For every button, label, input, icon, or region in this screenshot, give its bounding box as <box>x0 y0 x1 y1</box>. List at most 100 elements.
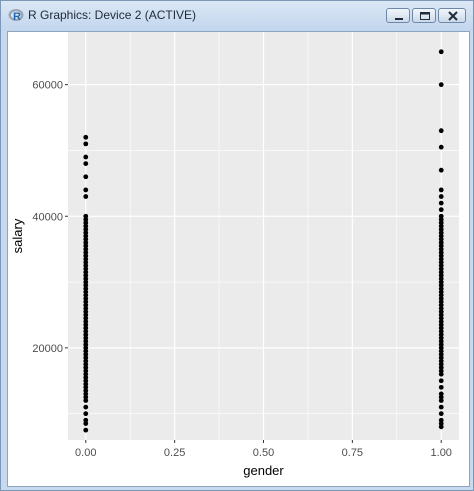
data-point <box>438 358 444 364</box>
data-point <box>83 329 89 334</box>
data-point <box>83 368 89 374</box>
maximize-button[interactable] <box>412 8 436 23</box>
data-point <box>438 253 444 259</box>
maximize-icon <box>420 12 430 20</box>
data-point <box>438 49 444 55</box>
data-point <box>438 391 444 397</box>
data-point <box>83 427 89 433</box>
minimize-button[interactable] <box>386 8 410 23</box>
data-point <box>438 240 444 245</box>
data-point <box>438 246 444 252</box>
scatter-plot: 0.00 0.25 0.50 0.75 1.00 20000 40000 60000 gend… <box>10 32 459 478</box>
y-tick-label: 40000 <box>32 211 63 223</box>
data-point <box>438 417 444 423</box>
data-point <box>83 398 89 403</box>
data-point <box>83 223 89 229</box>
data-point <box>83 253 89 259</box>
data-point <box>83 345 89 351</box>
data-point <box>83 352 89 357</box>
data-point <box>83 174 89 180</box>
x-tick-label: 1.00 <box>431 447 452 459</box>
data-point <box>438 384 444 390</box>
data-point <box>83 187 89 193</box>
data-point <box>83 365 89 371</box>
data-point <box>438 424 444 430</box>
plot-area: 0.00 0.25 0.50 0.75 1.00 20000 40000 60000 gend… <box>7 31 470 487</box>
data-point <box>83 338 89 344</box>
y-tick-label: 20000 <box>32 343 63 355</box>
svg-text:R: R <box>13 11 21 23</box>
data-point <box>438 421 444 426</box>
data-point <box>438 289 444 295</box>
data-point <box>83 273 89 278</box>
r-logo-icon: R <box>8 9 24 23</box>
data-point <box>438 273 444 278</box>
data-point <box>438 276 444 282</box>
data-point <box>438 296 444 301</box>
y-tick-label: 60000 <box>32 80 63 92</box>
data-point <box>83 296 89 301</box>
data-point <box>83 227 89 232</box>
data-point <box>438 319 444 324</box>
data-point <box>83 388 89 394</box>
data-point <box>438 128 444 134</box>
data-point <box>83 335 89 341</box>
data-point <box>83 358 89 364</box>
data-point <box>83 263 89 269</box>
data-point <box>83 322 89 328</box>
data-point <box>438 266 444 272</box>
data-point <box>438 269 444 275</box>
data-point <box>83 217 89 222</box>
data-point <box>438 309 444 315</box>
data-point <box>438 279 444 285</box>
data-point <box>83 355 89 361</box>
data-point <box>83 230 89 236</box>
x-tick-label: 0.00 <box>75 447 96 459</box>
data-point <box>83 309 89 315</box>
data-point <box>438 368 444 374</box>
data-point <box>438 352 444 357</box>
data-point <box>438 243 444 249</box>
data-point <box>438 378 444 384</box>
data-point <box>83 236 89 242</box>
data-point <box>83 282 89 288</box>
data-point <box>438 329 444 334</box>
data-point <box>83 371 89 377</box>
data-point <box>83 315 89 321</box>
data-point <box>438 213 444 219</box>
data-point <box>83 286 89 292</box>
data-point <box>83 233 89 239</box>
data-point <box>83 325 89 331</box>
data-point <box>83 302 89 308</box>
data-point <box>438 236 444 242</box>
data-point <box>438 207 444 213</box>
data-point <box>83 375 89 380</box>
data-point <box>438 332 444 338</box>
data-point <box>438 230 444 236</box>
close-button[interactable] <box>438 8 466 23</box>
data-point <box>438 227 444 232</box>
data-point <box>83 276 89 282</box>
data-point <box>83 279 89 285</box>
data-point <box>83 319 89 324</box>
title-bar[interactable]: R R Graphics: Device 2 (ACTIVE) <box>1 1 473 31</box>
data-point <box>83 243 89 249</box>
x-tick-label: 0.25 <box>164 447 185 459</box>
data-point <box>83 421 89 426</box>
window-title: R Graphics: Device 2 (ACTIVE) <box>28 8 197 22</box>
data-point <box>83 417 89 423</box>
data-point <box>438 302 444 308</box>
data-point <box>83 259 89 265</box>
data-point <box>438 256 444 262</box>
data-point <box>438 250 444 255</box>
data-point <box>83 411 89 417</box>
data-point <box>83 348 89 354</box>
data-point <box>438 322 444 328</box>
data-point <box>83 332 89 338</box>
data-point <box>438 338 444 344</box>
data-point <box>83 194 89 199</box>
data-point <box>438 315 444 321</box>
data-point <box>438 167 444 173</box>
data-point <box>83 384 89 390</box>
